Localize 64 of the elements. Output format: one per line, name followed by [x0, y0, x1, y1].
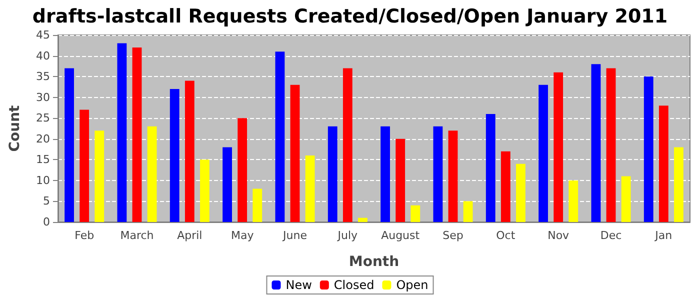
x-tick-label: Sep: [442, 229, 464, 242]
bar: [463, 201, 473, 222]
x-tick-label: August: [381, 229, 420, 242]
bar: [591, 64, 601, 222]
x-tick-label: May: [230, 229, 254, 242]
x-tick-label: Jan: [654, 229, 672, 242]
bar: [554, 72, 564, 222]
bar: [238, 118, 248, 222]
bar: [222, 147, 232, 222]
bar: [184, 80, 194, 222]
y-tick-label: 5: [43, 194, 50, 208]
y-tick-label: 20: [36, 132, 50, 146]
x-tick-label: Feb: [74, 229, 94, 242]
bar: [200, 160, 210, 222]
bar: [275, 52, 285, 222]
x-tick-label: Oct: [496, 229, 516, 242]
x-axis-title: Month: [348, 254, 400, 270]
legend-label: New: [286, 278, 312, 292]
bar: [658, 106, 668, 222]
y-tick-label: 25: [36, 112, 50, 125]
y-tick-label: 30: [36, 90, 50, 104]
bar: [358, 218, 368, 222]
bar: [94, 130, 104, 222]
bar: [252, 188, 262, 222]
bar: [644, 76, 654, 222]
bar: [380, 126, 390, 222]
bar: [328, 126, 338, 222]
x-tick-label: June: [282, 229, 308, 242]
bar: [516, 164, 526, 222]
x-tick-label: July: [336, 229, 358, 242]
bar: [147, 126, 157, 222]
bar: [64, 68, 74, 222]
x-tick-label: Nov: [548, 229, 570, 242]
bar: [486, 114, 496, 222]
x-tick-label: April: [177, 229, 202, 242]
legend-label: Closed: [334, 278, 374, 292]
bar: [410, 205, 420, 222]
chart-title: drafts-lastcall Requests Created/Closed/Open January 2011: [32, 6, 668, 28]
bar: [305, 156, 315, 222]
bar: [290, 84, 300, 222]
bar: [170, 89, 180, 222]
bar: [396, 138, 406, 222]
y-tick-label: 10: [36, 174, 50, 187]
bar: [117, 43, 127, 222]
bar: [80, 110, 90, 222]
y-tick-label: 35: [36, 70, 50, 84]
x-tick-label: March: [120, 229, 154, 242]
y-tick-label: 15: [36, 153, 50, 166]
bar: [342, 68, 352, 222]
bar: [674, 147, 684, 222]
x-tick-label: Dec: [600, 229, 622, 242]
bar: [606, 68, 616, 222]
legend-label: Open: [396, 278, 428, 292]
bar: [448, 130, 458, 222]
bar: [500, 151, 510, 222]
y-tick-label: 40: [36, 49, 50, 62]
bar: [132, 47, 142, 222]
bar: [568, 180, 578, 222]
y-tick-label: 45: [36, 28, 50, 42]
y-axis-title: Count: [7, 104, 23, 152]
bar: [621, 176, 631, 222]
bar: [538, 84, 548, 222]
bar: [433, 126, 443, 222]
y-tick-label: 0: [43, 216, 50, 228]
